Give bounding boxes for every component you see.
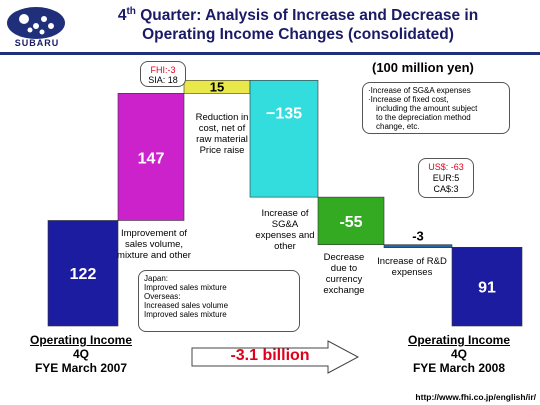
bar-value-label: 147 (138, 150, 165, 167)
right-footer: Operating Income 4Q FYE March 2008 (384, 333, 534, 375)
left-title: Operating Income (29, 333, 133, 347)
logo-text: SUBARU (14, 38, 60, 48)
ir-url[interactable]: http://www.fhi.co.jp/english/ir/ (415, 392, 536, 402)
japan-line: Increased sales volume (144, 301, 229, 310)
left-fye: FYE March 2007 (34, 361, 128, 375)
bar-value-label: 15 (210, 79, 224, 94)
japan-line: Improved sales mixture (144, 283, 227, 292)
bubble-fhi-line2: SIA: 18 (148, 75, 178, 85)
fx-cad: CA$:3 (433, 184, 459, 194)
right-fye: FYE March 2008 (412, 361, 506, 375)
bubble-japan: Japan: Improved sales mixture Overseas: … (138, 270, 300, 332)
waterfall-bar (249, 80, 319, 198)
bar-value-label: −135 (266, 105, 302, 122)
right-title: Operating Income (407, 333, 511, 347)
fx-usd: US$: -63 (428, 162, 464, 172)
sga-note-line: ·Increase of fixed cost, (368, 95, 449, 104)
japan-line: Japan: (144, 274, 169, 283)
sga-note-line: change, etc. (376, 122, 420, 131)
label-reduction: Reduction in cost, net of raw material P… (195, 112, 249, 156)
label-rd: Increase of R&D expenses (377, 256, 447, 278)
waterfall-bar (117, 93, 185, 221)
bubble-fhi-line1: FHI:-3 (150, 65, 176, 75)
label-sga: Increase of SG&A expenses and other (255, 208, 315, 252)
bar-value-label: -55 (339, 214, 362, 231)
waterfall-bar (451, 246, 523, 327)
change-arrow-icon (191, 340, 360, 374)
japan-line: Improved sales mixture (144, 310, 227, 319)
bubble-fhi: FHI:-3 SIA: 18 (140, 61, 186, 87)
waterfall-bar (383, 244, 453, 248)
page-title: 4th Quarter: Analysis of Increase and De… (117, 6, 479, 44)
bar-value-label: 122 (70, 266, 97, 283)
fx-eur: EUR:5 (432, 173, 460, 183)
change-total: -3.1 billion (230, 347, 310, 364)
sga-note-line: to the depreciation method (376, 113, 471, 122)
bubble-sga-note: ·Increase of SG&A expenses ·Increase of … (362, 82, 510, 134)
bar-value-label: -3 (412, 229, 424, 244)
waterfall-bar (47, 220, 119, 327)
label-currency: Decrease due to currency exchange (323, 252, 365, 296)
waterfall-bar (317, 196, 385, 245)
sga-note-line: ·Increase of SG&A expenses (368, 86, 471, 95)
subaru-logo-icon (7, 7, 65, 39)
right-quarter: 4Q (450, 347, 467, 361)
left-quarter: 4Q (72, 347, 89, 361)
header-divider (0, 52, 540, 55)
unit-label: (100 million yen) (372, 60, 474, 75)
japan-line: Overseas: (144, 292, 181, 301)
bubble-fx: US$: -63 EUR:5 CA$:3 (418, 158, 474, 198)
sga-note-line: including the amount subject (376, 104, 478, 113)
label-improvement: Improvement of sales volume, mixture and… (117, 228, 191, 261)
bar-value-label: 91 (478, 280, 496, 297)
left-footer: Operating Income 4Q FYE March 2007 (6, 333, 156, 375)
